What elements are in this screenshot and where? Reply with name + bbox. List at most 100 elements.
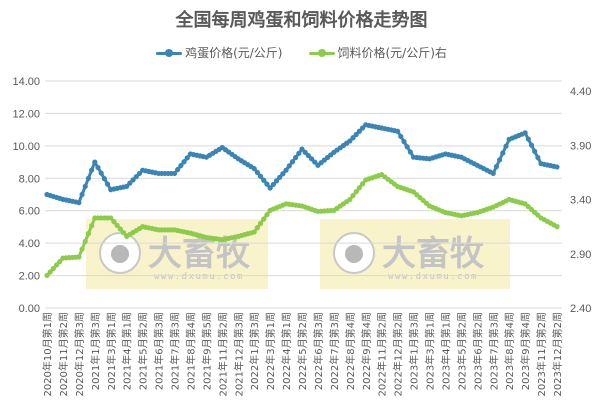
data-point[interactable] [497,157,503,163]
data-point[interactable] [127,180,133,186]
data-point[interactable] [85,175,92,181]
data-point[interactable] [114,222,120,228]
data-point[interactable] [528,142,535,148]
x-axis-tick: 2023年6月第2周 [471,312,484,390]
data-point[interactable] [490,170,496,177]
data-point[interactable] [525,136,531,142]
data-point[interactable] [554,164,560,170]
data-point[interactable] [283,167,289,173]
data-point[interactable] [111,219,117,225]
data-point[interactable] [407,149,413,155]
x-axis-tick: 2022年5月第2周 [296,312,309,390]
data-point[interactable] [500,150,506,156]
data-point[interactable] [178,163,184,169]
data-point[interactable] [76,254,82,260]
data-point[interactable] [264,181,270,187]
data-point[interactable] [57,258,63,265]
data-point[interactable] [184,155,190,161]
data-point[interactable] [359,181,366,187]
x-axis-tick: 2022年6月第3周 [312,312,325,390]
data-point[interactable] [254,225,260,231]
data-point[interactable] [302,149,308,155]
data-point[interactable] [350,135,356,141]
data-point[interactable] [503,143,509,149]
data-point[interactable] [353,131,359,138]
data-point[interactable] [286,163,292,169]
data-point[interactable] [50,265,56,272]
data-point[interactable] [85,230,92,237]
data-point[interactable] [264,212,270,218]
data-point[interactable] [267,185,273,191]
watermark-url: www.dxumu.com [388,272,478,282]
data-point[interactable] [493,164,500,170]
data-point[interactable] [347,138,353,144]
data-point[interactable] [398,133,404,140]
data-point[interactable] [261,216,267,222]
data-point[interactable] [130,177,136,183]
x-axis-tick: 2021年12月第3周 [232,312,245,397]
data-point[interactable] [356,128,362,134]
data-point[interactable] [136,170,143,177]
data-point[interactable] [257,220,264,226]
data-point[interactable] [251,229,257,235]
data-point[interactable] [89,223,95,229]
data-point[interactable] [92,159,98,165]
data-point[interactable] [312,159,318,165]
data-point[interactable] [299,146,305,152]
data-point[interactable] [350,192,356,199]
right-axis-tick: 3.40 [570,195,591,207]
data-point[interactable] [401,139,407,145]
right-axis-tick: 4.40 [570,86,591,98]
data-point[interactable] [289,159,296,165]
data-point[interactable] [296,150,302,156]
data-point[interactable] [79,191,85,198]
data-point[interactable] [108,215,114,221]
series-line-egg [46,123,558,205]
data-point[interactable] [270,181,276,188]
data-point[interactable] [82,183,88,189]
left-axis-tick: 6.00 [19,206,40,218]
data-point[interactable] [353,189,359,195]
data-point[interactable] [273,178,280,184]
data-point[interactable] [171,170,178,177]
data-point[interactable] [251,165,257,172]
legend-item-egg[interactable]: 鸡蛋价格(元/公斤) [156,44,283,61]
legend: 鸡蛋价格(元/公斤) 饲料价格(元/公斤)右 [0,44,603,61]
data-point[interactable] [404,144,410,150]
data-point[interactable] [175,166,181,173]
data-point[interactable] [76,200,82,206]
data-point[interactable] [535,154,541,161]
data-point[interactable] [44,272,50,279]
data-point[interactable] [120,230,127,236]
data-point[interactable] [532,148,538,154]
data-point[interactable] [522,130,528,136]
data-point[interactable] [47,269,53,275]
data-point[interactable] [356,185,362,191]
data-point[interactable] [554,224,560,230]
data-point[interactable] [101,176,107,182]
data-point[interactable] [89,167,95,173]
data-point[interactable] [280,171,286,177]
data-point[interactable] [53,262,60,268]
data-point[interactable] [98,170,104,176]
data-point[interactable] [254,169,260,176]
data-point[interactable] [305,152,311,159]
legend-item-feed[interactable]: 饲料价格(元/公斤)右 [308,44,447,61]
data-point[interactable] [124,183,130,189]
data-point[interactable] [181,159,187,165]
data-point[interactable] [261,177,267,183]
data-point[interactable] [95,164,101,171]
data-point[interactable] [104,181,111,187]
data-point[interactable] [79,246,85,252]
data-point[interactable] [347,196,353,203]
data-point[interactable] [257,173,264,179]
data-point[interactable] [117,226,123,232]
data-point[interactable] [395,128,401,134]
data-point[interactable] [133,174,139,180]
data-point[interactable] [359,125,366,131]
data-point[interactable] [277,174,283,180]
x-axis-tick: 2021年3月第1周 [105,312,118,390]
data-point[interactable] [308,156,315,162]
data-point[interactable] [293,154,299,161]
data-point[interactable] [82,238,88,244]
